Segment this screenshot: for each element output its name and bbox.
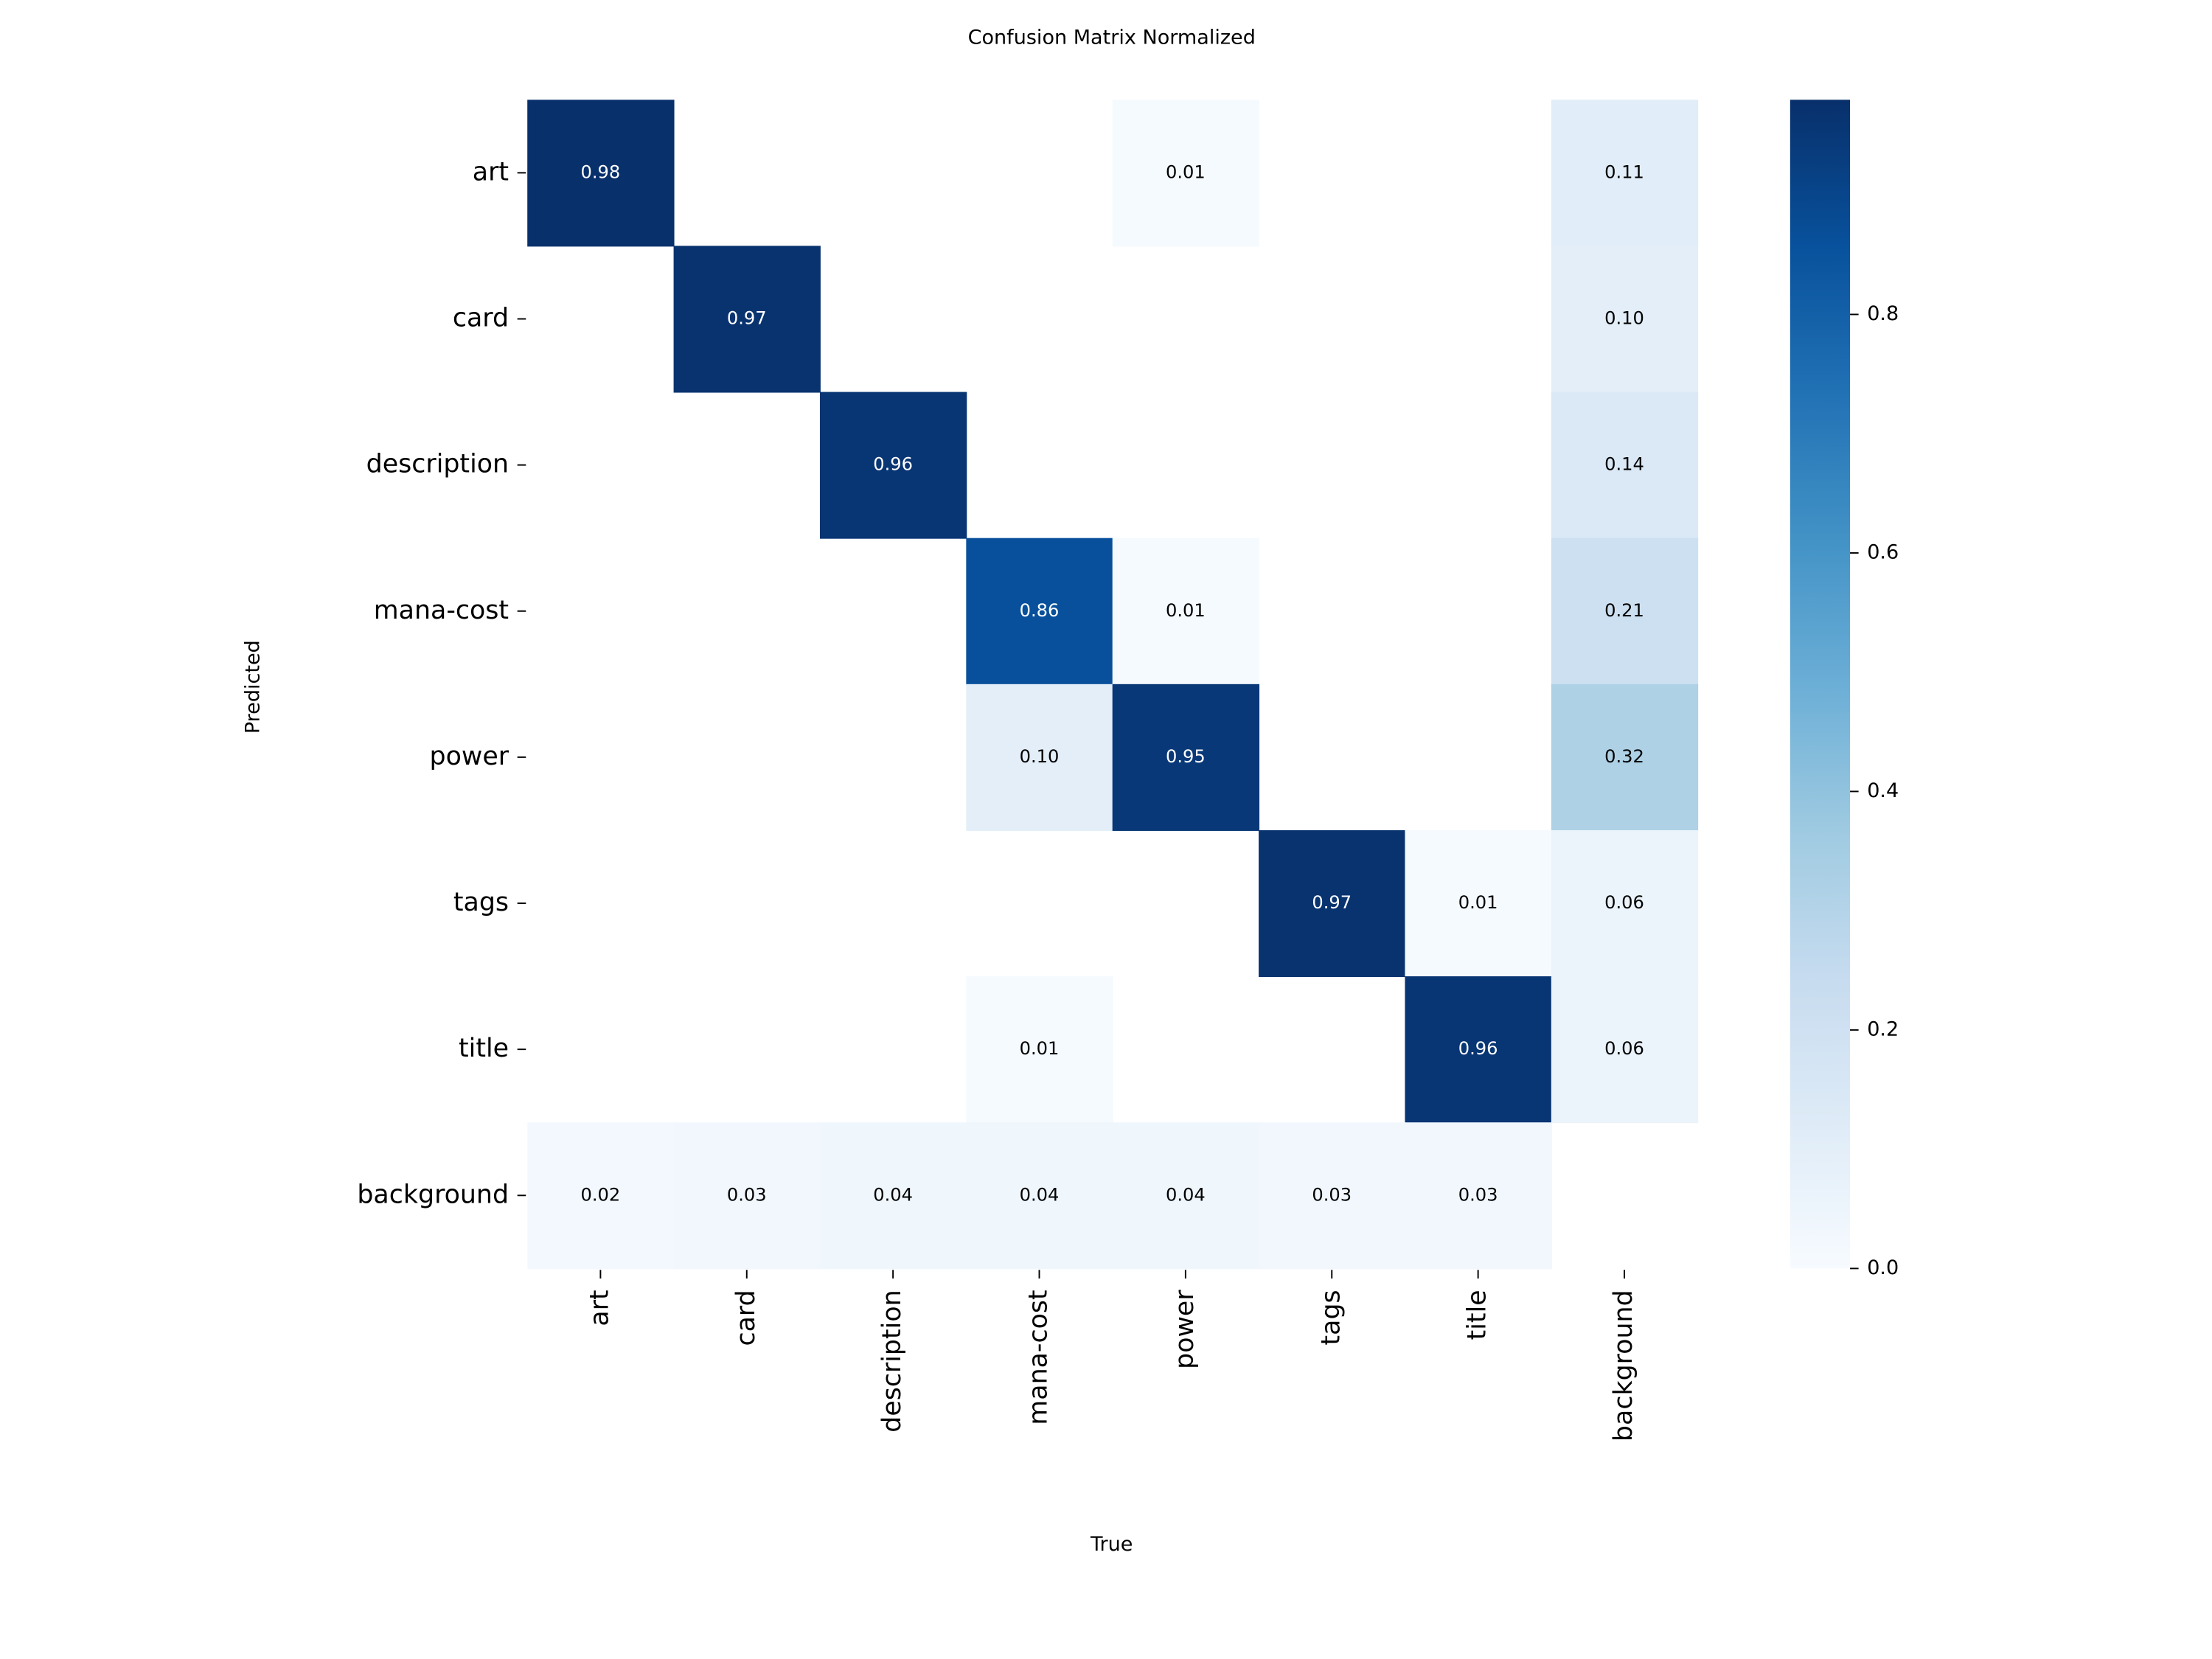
y-tick-label: tags (453, 888, 509, 917)
cell-label: 0.01 (1020, 1038, 1060, 1059)
cell (673, 246, 821, 393)
cell-label: 0.95 (1166, 746, 1206, 767)
y-tick-label: title (459, 1034, 509, 1063)
cell-label: 0.96 (1458, 1038, 1498, 1059)
cell-label: 0.11 (1604, 161, 1644, 182)
colorbar-tick-label: 0.2 (1867, 1018, 1899, 1040)
cell-label: 0.01 (1166, 600, 1206, 621)
cell (527, 1122, 675, 1270)
cell (1405, 976, 1552, 1124)
cell (1551, 538, 1699, 685)
cell-label: 0.86 (1020, 600, 1060, 621)
colorbar-tick-label: 0.6 (1867, 540, 1899, 563)
cell-label: 0.97 (727, 308, 767, 329)
cell (819, 392, 967, 539)
x-tick-label: mana-cost (1024, 1290, 1054, 1425)
cell-label: 0.10 (1020, 746, 1060, 767)
cell (1112, 684, 1260, 831)
cell (1551, 246, 1699, 393)
y-tick-label: art (473, 157, 509, 187)
cell (1551, 684, 1699, 831)
cell-label: 0.06 (1604, 1038, 1644, 1059)
cell-label: 0.06 (1604, 892, 1644, 913)
cell-label: 0.04 (1020, 1184, 1060, 1205)
cell (1112, 100, 1260, 247)
x-tick-label: power (1170, 1290, 1200, 1369)
x-tick-label: description (877, 1290, 907, 1432)
cell-label: 0.98 (580, 161, 620, 182)
cell (1112, 538, 1260, 685)
x-tick-label: background (1609, 1290, 1638, 1441)
chart-title: Confusion Matrix Normalized (968, 27, 1256, 49)
cell-label: 0.01 (1458, 892, 1498, 913)
x-tick-label: card (731, 1290, 761, 1346)
x-tick-label: art (585, 1290, 614, 1326)
cell-label: 0.01 (1166, 161, 1206, 182)
y-tick-label: description (366, 450, 509, 479)
cell-label: 0.03 (1458, 1184, 1498, 1205)
y-tick-label: card (453, 304, 509, 333)
cell-label: 0.96 (873, 454, 913, 475)
colorbar-tick-label: 0.0 (1867, 1256, 1899, 1279)
cell-label: 0.32 (1604, 746, 1644, 767)
cell (966, 976, 1113, 1124)
cell (966, 684, 1113, 831)
cell (673, 1122, 821, 1270)
x-tick-label: title (1463, 1290, 1492, 1340)
cell (1551, 830, 1699, 978)
cell-label: 0.10 (1604, 308, 1644, 329)
cell (1551, 976, 1699, 1124)
cell (1405, 830, 1552, 978)
cell (966, 1122, 1113, 1270)
x-axis-title: True (1090, 1533, 1133, 1556)
colorbar-tick-label: 0.4 (1867, 779, 1899, 802)
cell (1405, 1122, 1552, 1270)
cell (819, 1122, 967, 1270)
y-tick-label: background (357, 1180, 509, 1209)
cell-label: 0.04 (1166, 1184, 1206, 1205)
y-tick-label: power (430, 742, 509, 771)
y-tick-label: mana-cost (374, 596, 509, 625)
x-tick-label: tags (1316, 1290, 1346, 1345)
cell-label: 0.04 (873, 1184, 913, 1205)
cell (1551, 392, 1699, 539)
cell (1551, 100, 1699, 247)
cell-label: 0.02 (580, 1184, 620, 1205)
cell (966, 538, 1113, 685)
cell (1112, 1122, 1260, 1270)
cell-label: 0.97 (1312, 892, 1352, 913)
cell (1259, 830, 1406, 978)
y-axis-title: Predicted (242, 640, 265, 734)
cell-label: 0.14 (1604, 454, 1644, 475)
cell (527, 100, 675, 247)
cell (1259, 1122, 1406, 1270)
cell-label: 0.21 (1604, 600, 1644, 621)
colorbar (1790, 100, 1851, 1269)
cell-label: 0.03 (727, 1184, 767, 1205)
colorbar-tick-label: 0.8 (1867, 302, 1899, 325)
cell-label: 0.03 (1312, 1184, 1352, 1205)
